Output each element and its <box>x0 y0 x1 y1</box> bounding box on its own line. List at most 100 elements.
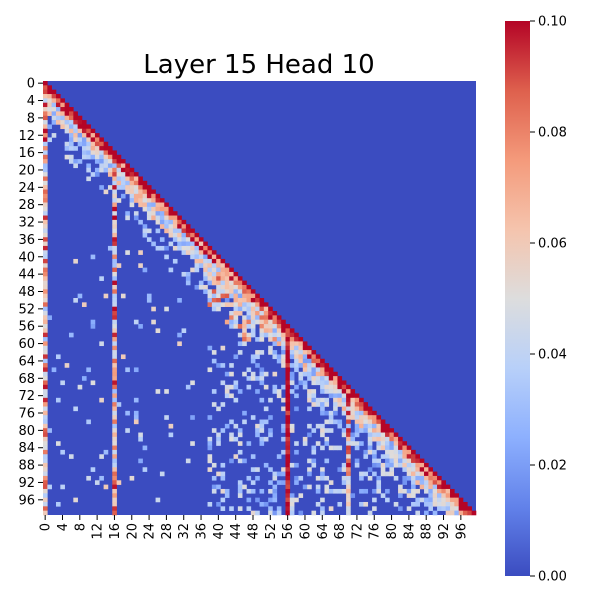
heatmap-cells <box>43 81 477 516</box>
heatmap-cell <box>346 454 351 459</box>
heatmap-cell <box>120 354 126 360</box>
heatmap-cell <box>415 454 421 459</box>
heatmap-cell <box>138 180 143 186</box>
heatmap-cell <box>64 154 70 160</box>
y-tick-label: 68 <box>18 372 35 387</box>
heatmap-cell <box>289 376 295 381</box>
heatmap-cell <box>237 441 243 446</box>
heatmap-cell <box>112 315 117 320</box>
heatmap-cell <box>77 293 83 299</box>
heatmap-cell <box>103 146 109 151</box>
heatmap-cell <box>315 397 321 403</box>
heatmap-cell <box>237 506 243 511</box>
heatmap-cell <box>281 328 286 334</box>
colorbar-ticks: 0.000.020.040.060.080.10 <box>530 15 567 585</box>
heatmap-cell <box>55 94 61 99</box>
heatmap-cell <box>220 380 226 386</box>
heatmap-cell <box>298 358 304 364</box>
heatmap-cell <box>112 254 117 260</box>
heatmap-cell <box>203 241 208 247</box>
heatmap-cell <box>467 510 472 516</box>
heatmap-cell <box>285 484 291 490</box>
heatmap-cell <box>307 397 312 403</box>
y-tick-label: 72 <box>18 389 35 404</box>
heatmap-cell <box>64 141 70 147</box>
heatmap-cell <box>190 245 195 251</box>
heatmap-cell <box>250 376 256 381</box>
heatmap-cell <box>112 480 117 485</box>
heatmap-cell <box>151 215 156 221</box>
heatmap-cell <box>43 354 48 360</box>
heatmap-cell <box>216 363 221 368</box>
heatmap-cell <box>289 501 295 507</box>
heatmap-cell <box>125 250 130 255</box>
heatmap-cell <box>60 120 65 125</box>
heatmap-cell <box>159 237 165 242</box>
heatmap-cell <box>207 436 213 442</box>
heatmap-cell <box>211 298 217 303</box>
heatmap-cell <box>237 480 243 485</box>
heatmap-cell <box>402 467 408 472</box>
heatmap-cell <box>302 341 308 347</box>
x-tick-label: 68 <box>333 523 348 540</box>
heatmap-cell <box>68 454 74 459</box>
heatmap-cell <box>116 480 122 485</box>
heatmap-cell <box>112 271 117 277</box>
heatmap-cell <box>346 462 351 468</box>
heatmap-cell <box>51 98 57 103</box>
heatmap-cell <box>294 332 299 338</box>
heatmap-cell <box>73 128 78 134</box>
heatmap-cell <box>129 180 135 186</box>
heatmap-cell <box>112 159 117 164</box>
heatmap-cell <box>181 232 187 238</box>
heatmap-cell <box>177 341 182 347</box>
heatmap-cell <box>298 345 304 351</box>
heatmap-cell <box>359 423 364 429</box>
heatmap-cell <box>315 354 321 360</box>
heatmap-cell <box>281 337 286 342</box>
heatmap-cell <box>237 493 243 498</box>
heatmap-cell <box>289 371 295 377</box>
heatmap-cell <box>385 449 390 455</box>
heatmap-cell <box>380 432 386 438</box>
heatmap-cell <box>233 397 239 403</box>
heatmap-cell <box>385 462 390 468</box>
heatmap-cell <box>359 406 364 412</box>
heatmap-cell <box>43 315 48 320</box>
heatmap-cell <box>346 475 351 481</box>
y-tick-label: 44 <box>18 268 35 283</box>
heatmap-cell <box>350 406 356 412</box>
heatmap-cell <box>43 133 48 138</box>
heatmap-cell <box>112 211 117 216</box>
heatmap-cell <box>99 141 104 147</box>
heatmap-cell <box>185 232 191 238</box>
heatmap-cell <box>294 462 299 468</box>
heatmap-cell <box>90 146 96 151</box>
heatmap-cell <box>164 228 169 234</box>
heatmap-cell <box>129 172 135 177</box>
heatmap-cell <box>51 89 57 95</box>
heatmap-cell <box>224 302 230 307</box>
heatmap-cell <box>146 185 152 190</box>
heatmap-cell <box>112 467 117 472</box>
heatmap-cell <box>268 315 273 320</box>
heatmap-cell <box>43 111 48 117</box>
heatmap-cell <box>406 475 412 481</box>
heatmap-cell <box>289 332 295 338</box>
y-tick-label: 40 <box>18 250 35 265</box>
heatmap-cell <box>43 276 48 281</box>
heatmap-cell <box>333 376 338 381</box>
heatmap-cell <box>259 423 265 429</box>
heatmap-cell <box>207 245 213 251</box>
heatmap-cell <box>81 376 87 381</box>
heatmap-cell <box>43 141 48 147</box>
heatmap-cell <box>294 341 299 347</box>
heatmap-cell <box>471 510 477 516</box>
heatmap-cell <box>112 358 117 364</box>
heatmap-cell <box>51 133 57 138</box>
heatmap-cell <box>333 419 338 425</box>
heatmap-cell <box>68 111 74 117</box>
heatmap-cell <box>220 276 226 281</box>
heatmap-cell <box>177 298 182 303</box>
heatmap-cell <box>112 354 117 360</box>
